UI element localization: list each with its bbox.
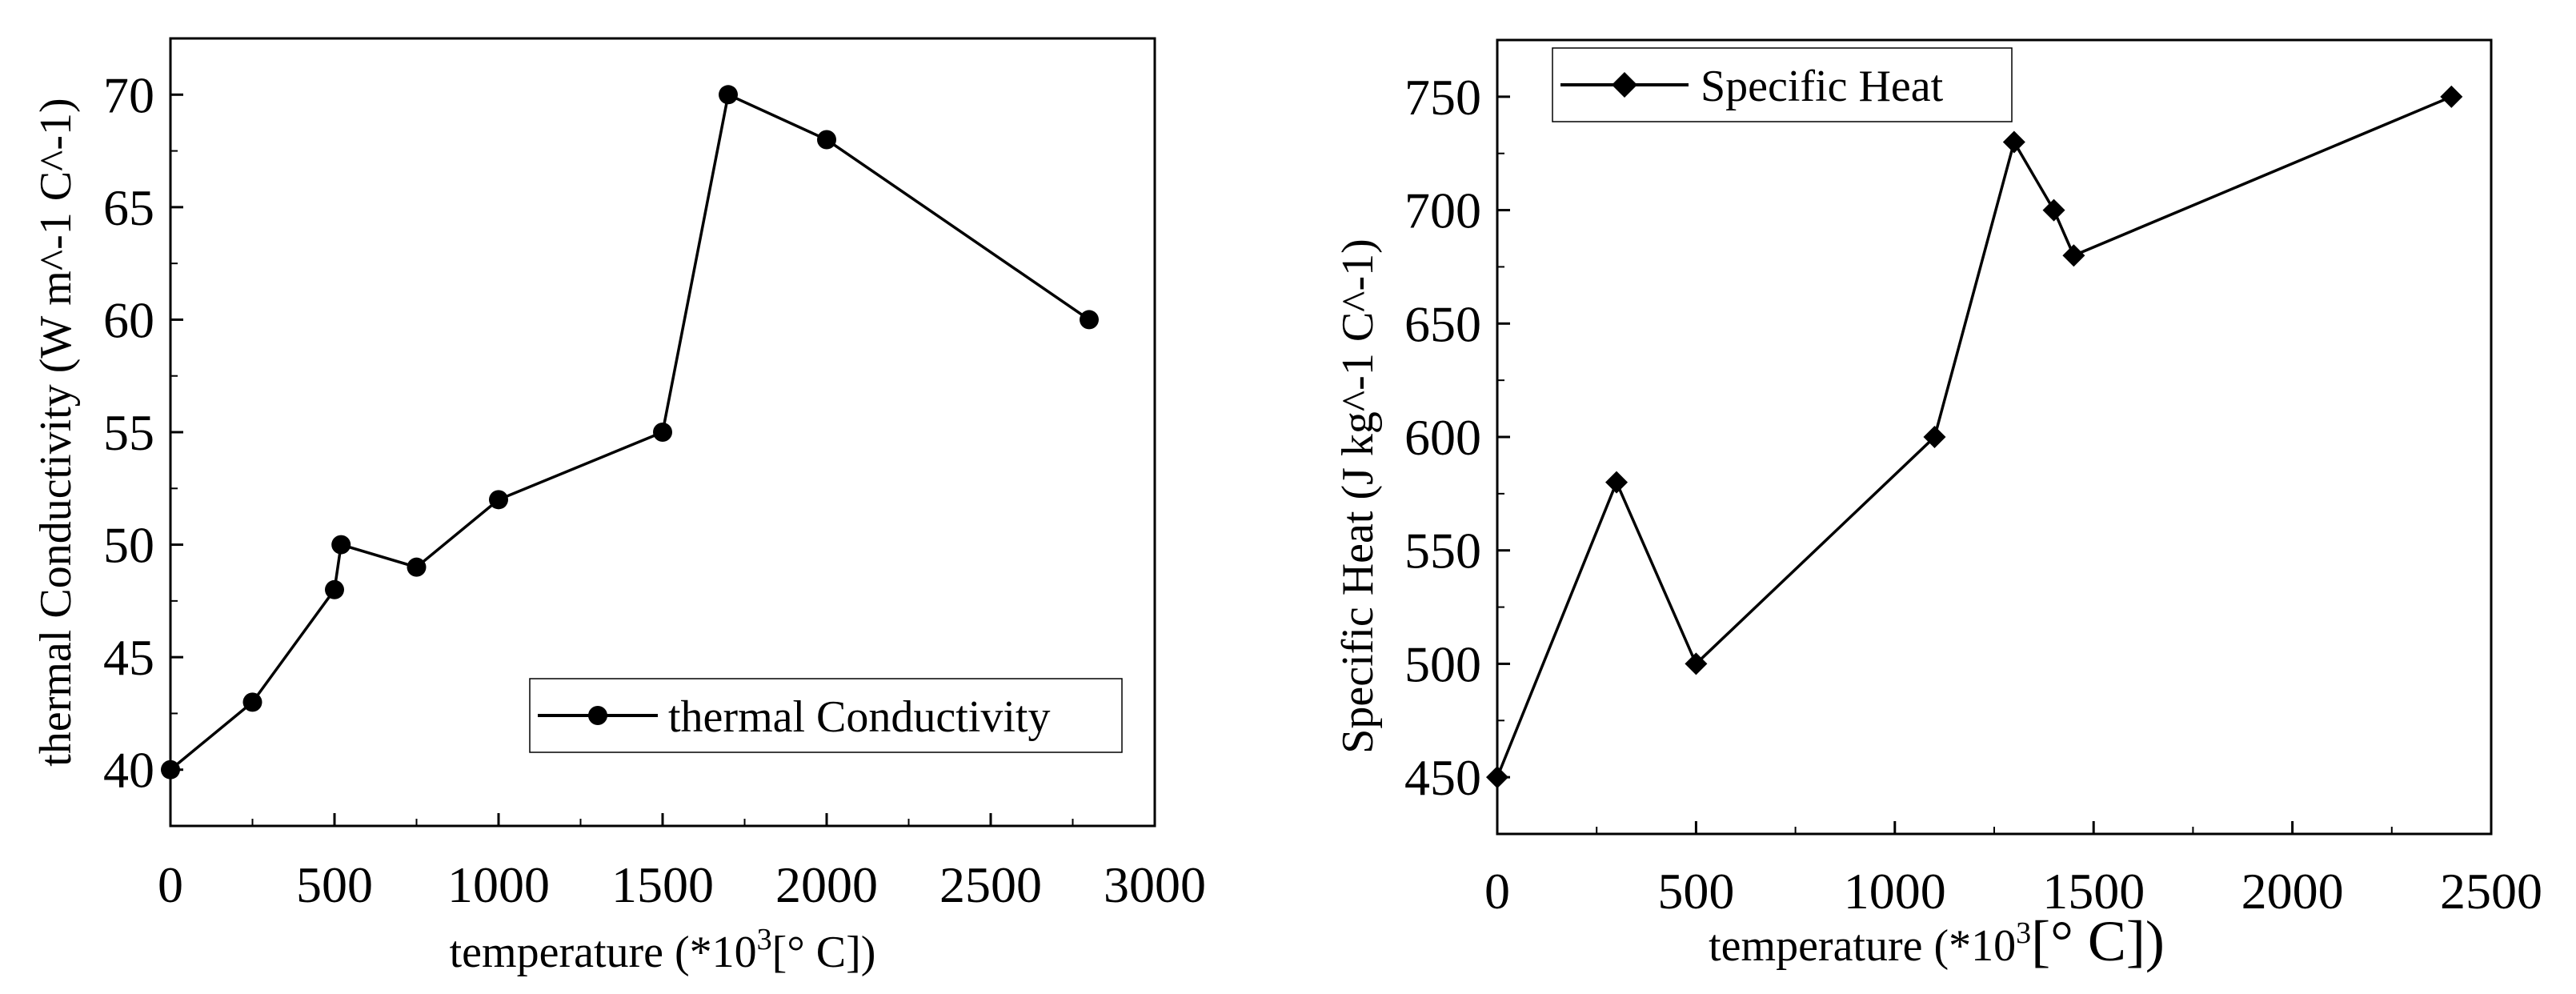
- data-point: [161, 760, 180, 780]
- data-point: [2062, 244, 2085, 267]
- data-point: [1080, 310, 1099, 330]
- legend-box: [529, 678, 1123, 753]
- y-tick-label: 450: [1404, 749, 1481, 806]
- x-tick-label: 1500: [2042, 863, 2145, 920]
- y-tick-label: 600: [1404, 409, 1481, 466]
- x-tick-label: 1000: [1844, 863, 1946, 920]
- x-axis-title-superscript: 3: [2016, 916, 2031, 950]
- y-tick-label: 500: [1404, 635, 1481, 692]
- data-point: [489, 490, 508, 510]
- x-tick-label: 500: [1657, 863, 1734, 920]
- x-tick-label: 0: [158, 856, 183, 913]
- x-tick-label: 3000: [1104, 856, 1206, 913]
- x-tick-label: 1000: [447, 856, 550, 913]
- x-tick-label: 0: [1484, 863, 1510, 920]
- data-point: [817, 130, 836, 150]
- data-point: [1486, 766, 1508, 789]
- x-axis-title-tail: [° C]): [772, 928, 876, 977]
- y-tick-label: 550: [1404, 523, 1481, 579]
- y-tick-label: 700: [1404, 182, 1481, 239]
- x-tick-label: 2500: [939, 856, 1042, 913]
- y-tick-label: 650: [1404, 295, 1481, 352]
- data-point: [2042, 198, 2065, 222]
- x-axis-title-main: temperature (*10: [1709, 921, 2016, 971]
- data-point: [331, 535, 351, 555]
- data-point: [1605, 471, 1629, 494]
- legend-marker: [1612, 72, 1637, 98]
- data-point: [653, 423, 672, 442]
- legend: Specific Heat: [1552, 47, 2013, 122]
- x-tick-label: 500: [296, 856, 373, 913]
- data-point: [1685, 652, 1708, 675]
- x-tick-label: 2000: [2241, 863, 2344, 920]
- data-marks: [161, 85, 1099, 780]
- specific-heat-chart: 0 500 1000 1500 2000 2500 450 500 550 600 650 700 75…: [1333, 38, 2542, 973]
- x-axis-title-superscript: 3: [757, 923, 772, 956]
- data-marks: [1486, 85, 2463, 789]
- x-tick-label: 2000: [775, 856, 878, 913]
- data-point: [407, 557, 427, 577]
- x-tick-label: 2500: [2440, 863, 2542, 920]
- data-point: [719, 85, 738, 105]
- y-tick-label: 45: [103, 629, 154, 686]
- axis-ticks: 0 500 1000 1500 2000 2500 3000 40 45 50 55 60 65 70: [103, 66, 1206, 913]
- y-tick-label: 65: [103, 179, 154, 236]
- y-tick-label: 55: [103, 404, 154, 461]
- data-point: [2440, 85, 2463, 108]
- thermal-conductivity-chart: 0 500 1000 1500 2000 2500 3000 40 45 50 55 60 65 70 t…: [31, 37, 1206, 977]
- data-point: [325, 579, 344, 599]
- series-line: [1496, 95, 2452, 778]
- x-axis-title-tail: [° C]): [2031, 909, 2165, 973]
- legend-marker: [588, 706, 607, 725]
- y-tick-label: 60: [103, 291, 154, 348]
- y-tick-label: 50: [103, 517, 154, 574]
- data-point: [242, 692, 262, 712]
- x-tick-label: 1500: [611, 856, 714, 913]
- legend: thermal Conductivity: [529, 678, 1123, 753]
- legend-label: Specific Heat: [1701, 62, 1944, 111]
- y-axis-title: thermal Conductivity (W m^-1 C^-1): [31, 98, 81, 766]
- plot-area-frame: [1496, 38, 2493, 836]
- x-axis-title: temperature (*103[° C]): [450, 923, 876, 977]
- data-point: [2002, 130, 2025, 154]
- x-axis-title: temperature (*103[° C]): [1709, 909, 2165, 973]
- x-axis-title-main: temperature (*10: [450, 928, 757, 977]
- y-tick-label: 40: [103, 742, 154, 799]
- y-tick-label: 750: [1404, 69, 1481, 126]
- axis-ticks: 0 500 1000 1500 2000 2500 450 500 550 600 650 700 75…: [1404, 69, 2542, 920]
- series-line: [169, 93, 1090, 772]
- data-point: [1923, 426, 1946, 448]
- legend-label: thermal Conductivity: [668, 692, 1050, 742]
- y-axis-title: Specific Heat (J kg^-1 C^-1): [1333, 238, 1383, 753]
- y-tick-label: 70: [103, 66, 154, 123]
